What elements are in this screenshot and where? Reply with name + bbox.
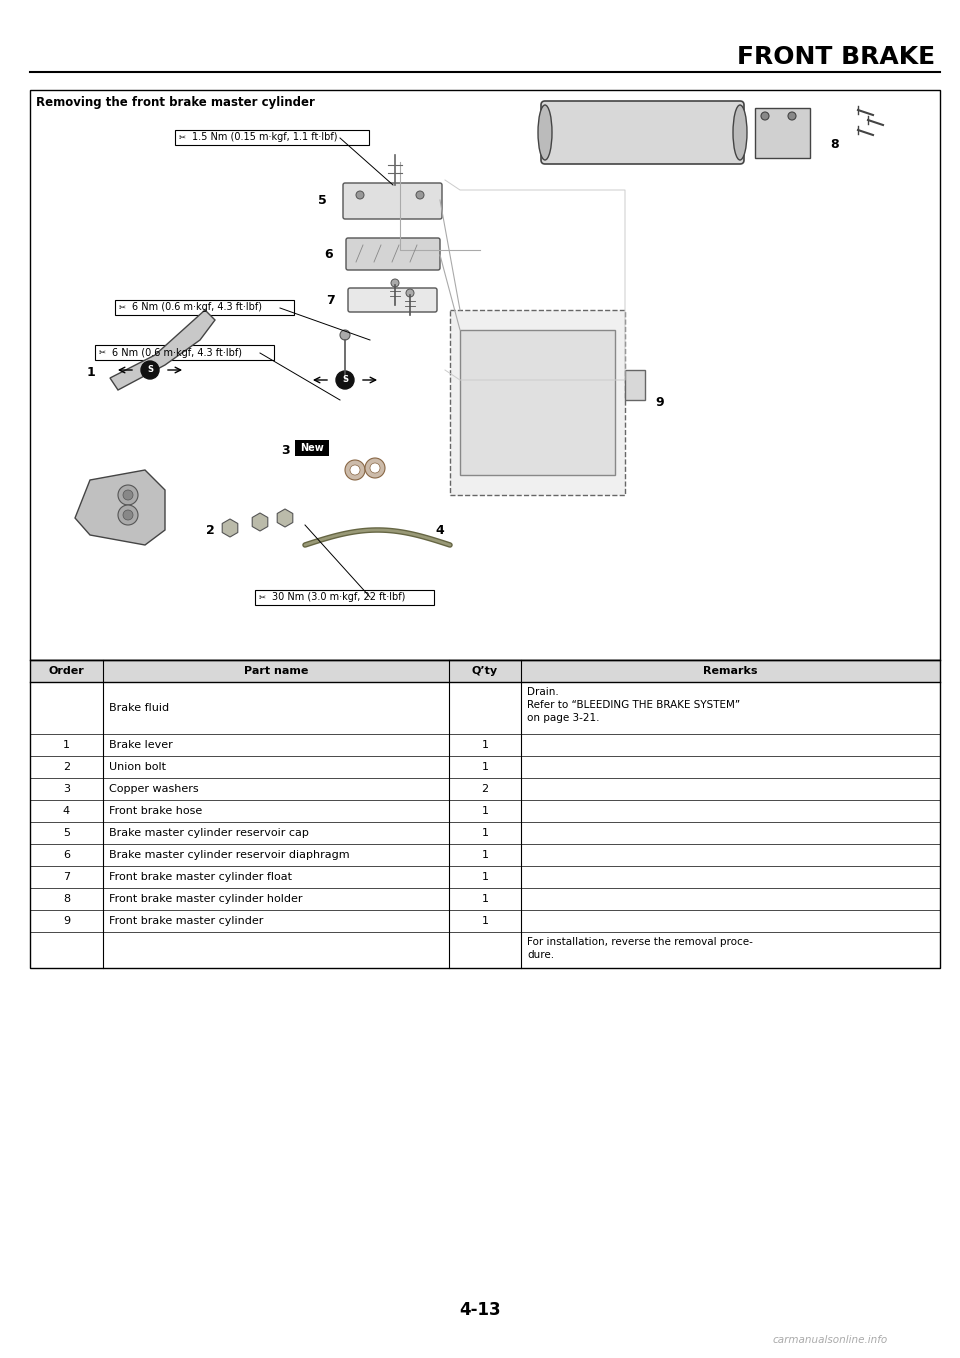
Text: Union bolt: Union bolt [108, 762, 166, 771]
Text: 1: 1 [482, 740, 489, 750]
Text: Order: Order [49, 665, 84, 676]
Text: Front brake master cylinder float: Front brake master cylinder float [108, 872, 292, 881]
Circle shape [391, 278, 399, 287]
Bar [175, 130, 370, 145]
FancyBboxPatch shape [348, 288, 437, 312]
Circle shape [141, 361, 159, 379]
Text: For installation, reverse the removal proce-
dure.: For installation, reverse the removal pr… [527, 937, 754, 960]
Text: 6: 6 [324, 247, 333, 261]
Text: 8: 8 [62, 894, 70, 904]
Text: 1: 1 [482, 894, 489, 904]
Bar [450, 310, 625, 496]
Circle shape [356, 191, 364, 200]
Circle shape [350, 464, 360, 475]
Text: 1: 1 [482, 917, 489, 926]
Circle shape [370, 463, 380, 473]
Text: Brake lever: Brake lever [108, 740, 173, 750]
Text: Brake fluid: Brake fluid [108, 703, 169, 713]
Text: 3: 3 [63, 784, 70, 794]
Circle shape [123, 490, 133, 500]
Text: 1: 1 [63, 740, 70, 750]
Text: 7: 7 [326, 293, 335, 307]
Bar [625, 369, 645, 401]
Circle shape [788, 111, 796, 120]
Text: 8: 8 [830, 139, 839, 152]
Bar [30, 90, 940, 660]
Polygon shape [75, 470, 165, 545]
FancyBboxPatch shape [343, 183, 442, 219]
Text: 1: 1 [482, 828, 489, 838]
Ellipse shape [733, 105, 747, 160]
Text: 2: 2 [206, 523, 215, 536]
Bar [295, 440, 329, 456]
Text: S: S [147, 365, 153, 375]
Text: carmanualsonline.info: carmanualsonline.info [773, 1335, 888, 1344]
Circle shape [406, 289, 414, 297]
Text: Drain.
Refer to “BLEEDING THE BRAKE SYSTEM”
on page 3-21.: Drain. Refer to “BLEEDING THE BRAKE SYST… [527, 687, 740, 724]
Text: 4: 4 [62, 807, 70, 816]
Circle shape [761, 111, 769, 120]
Text: 2: 2 [62, 762, 70, 771]
Polygon shape [110, 310, 215, 390]
Text: 5: 5 [319, 194, 327, 208]
Text: 1.5 Nm (0.15 m·kgf, 1.1 ft·lbf): 1.5 Nm (0.15 m·kgf, 1.1 ft·lbf) [192, 133, 338, 143]
Text: 4: 4 [435, 523, 444, 536]
Text: 6 Nm (0.6 m·kgf, 4.3 ft·lbf): 6 Nm (0.6 m·kgf, 4.3 ft·lbf) [132, 303, 262, 312]
Bar [460, 330, 615, 475]
Bar [755, 109, 810, 158]
Text: Remarks: Remarks [704, 665, 758, 676]
Text: 3: 3 [281, 444, 290, 456]
Text: 7: 7 [62, 872, 70, 881]
Text: Front brake master cylinder holder: Front brake master cylinder holder [108, 894, 302, 904]
Text: 1: 1 [482, 872, 489, 881]
Text: Removing the front brake master cylinder: Removing the front brake master cylinder [36, 96, 315, 109]
Text: Copper washers: Copper washers [108, 784, 199, 794]
Text: ✂: ✂ [179, 133, 185, 143]
Text: S: S [342, 376, 348, 384]
Circle shape [336, 371, 354, 388]
Bar [30, 660, 940, 968]
Text: Front brake hose: Front brake hose [108, 807, 202, 816]
Text: 30 Nm (3.0 m·kgf, 22 ft·lbf): 30 Nm (3.0 m·kgf, 22 ft·lbf) [272, 592, 405, 603]
Text: 1: 1 [482, 850, 489, 860]
Text: FRONT BRAKE: FRONT BRAKE [737, 45, 935, 69]
Circle shape [365, 458, 385, 478]
Bar [95, 345, 274, 360]
Text: 9: 9 [62, 917, 70, 926]
Text: Part name: Part name [244, 665, 308, 676]
Circle shape [340, 330, 350, 340]
Circle shape [118, 505, 138, 526]
Text: 2: 2 [481, 784, 489, 794]
Circle shape [416, 191, 424, 200]
Text: ✂: ✂ [118, 303, 126, 312]
FancyBboxPatch shape [541, 100, 744, 164]
Text: 1: 1 [86, 365, 95, 379]
Text: New: New [300, 443, 324, 454]
Text: 6 Nm (0.6 m·kgf, 4.3 ft·lbf): 6 Nm (0.6 m·kgf, 4.3 ft·lbf) [112, 348, 242, 357]
Circle shape [123, 511, 133, 520]
FancyBboxPatch shape [346, 238, 440, 270]
Text: Brake master cylinder reservoir diaphragm: Brake master cylinder reservoir diaphrag… [108, 850, 349, 860]
Circle shape [118, 485, 138, 505]
Text: 9: 9 [655, 397, 663, 409]
Bar [115, 300, 294, 315]
Text: ✂: ✂ [258, 593, 266, 602]
Text: Front brake master cylinder: Front brake master cylinder [108, 917, 263, 926]
Text: 1: 1 [482, 762, 489, 771]
Bar [30, 660, 940, 682]
Text: Q’ty: Q’ty [472, 665, 498, 676]
Text: 6: 6 [63, 850, 70, 860]
Circle shape [345, 460, 365, 479]
Ellipse shape [538, 105, 552, 160]
Text: 1: 1 [482, 807, 489, 816]
Text: Brake master cylinder reservoir cap: Brake master cylinder reservoir cap [108, 828, 309, 838]
Bar [255, 589, 434, 606]
Text: 5: 5 [63, 828, 70, 838]
Text: 4-13: 4-13 [459, 1301, 501, 1319]
Text: ✂: ✂ [99, 348, 106, 357]
